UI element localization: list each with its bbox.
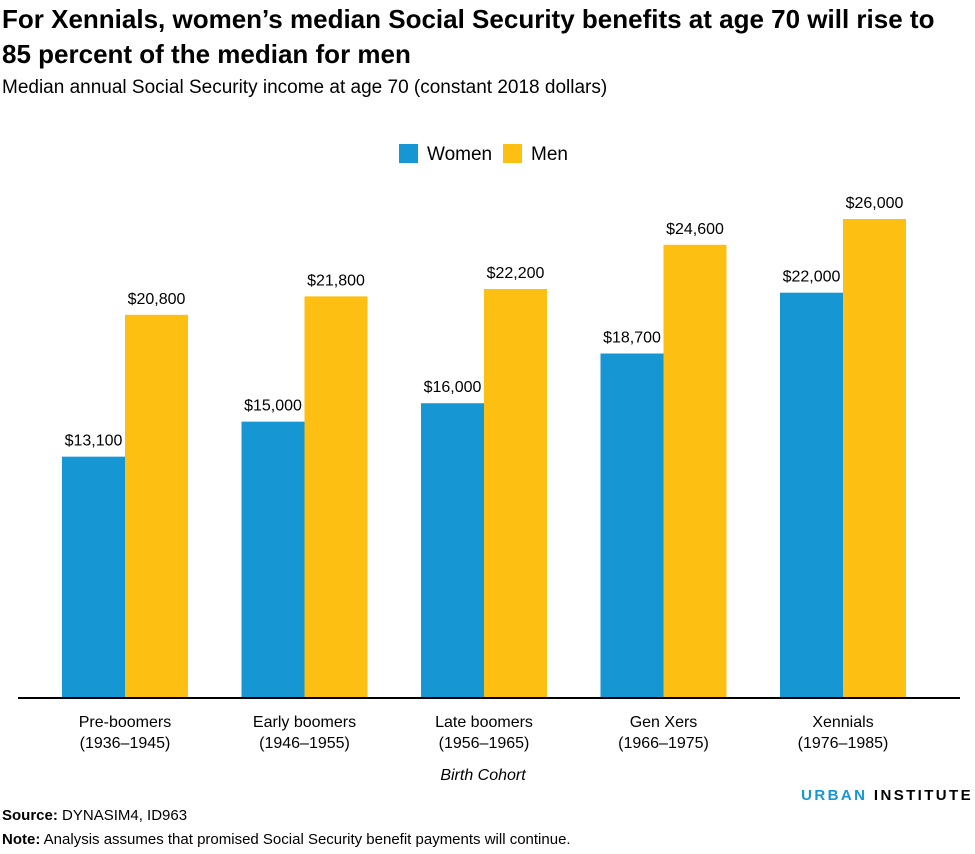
logo-institute: INSTITUTE [867,787,973,804]
chart-subtitle: Median annual Social Security income at … [2,77,608,98]
bar-women [421,403,484,698]
source-label: Source: [2,807,58,824]
data-label-women: $18,700 [603,329,661,346]
x-axis-title: Birth Cohort [440,767,526,784]
data-label-women: $13,100 [65,433,123,450]
data-label-women: $15,000 [244,398,302,415]
bar-men [304,296,368,698]
legend-swatch-men [503,144,522,163]
data-label-men: $26,000 [846,195,904,212]
bar-men [663,244,727,699]
bar-men [843,219,906,698]
bar-women [780,292,843,698]
bar-men [125,314,188,698]
bar-men [484,289,547,698]
bar-women [62,456,125,698]
x-tick-label: Xennials [812,714,873,731]
x-tick-label: (1976–1985) [798,735,889,752]
note-line: Note: Analysis assumes that promised Soc… [2,830,571,850]
legend-swatch-women [399,144,418,163]
x-tick-label: Pre-boomers [79,714,171,731]
data-label-men: $24,600 [666,221,724,238]
data-label-men: $22,200 [487,265,545,282]
logo-urban: URBAN [801,787,868,804]
data-label-women: $16,000 [424,379,482,396]
bar-women [600,353,664,698]
data-label-men: $21,800 [307,272,365,289]
source-line: Source: DYNASIM4, ID963 [2,806,187,826]
x-tick-label: Gen Xers [630,714,698,731]
source-text: DYNASIM4, ID963 [57,807,188,824]
x-tick-label: Early boomers [253,714,356,731]
note-text: Analysis assumes that promised Social Se… [40,831,571,848]
bar-women [241,421,305,698]
note-label: Note: [2,831,41,848]
x-tick-label: (1936–1945) [80,735,171,752]
data-label-women: $22,000 [783,269,841,286]
legend-label-men: Men [531,144,568,165]
data-label-men: $20,800 [128,291,186,308]
x-tick-label: (1956–1965) [439,735,530,752]
x-tick-label: (1946–1955) [259,735,350,752]
x-tick-label: Late boomers [435,714,533,731]
chart-title: For Xennials, women’s median Social Secu… [2,4,935,69]
urban-institute-logo[interactable]: URBAN INSTITUTE [801,786,973,806]
x-tick-label: (1966–1975) [618,735,709,752]
legend-label-women: Women [427,144,492,165]
